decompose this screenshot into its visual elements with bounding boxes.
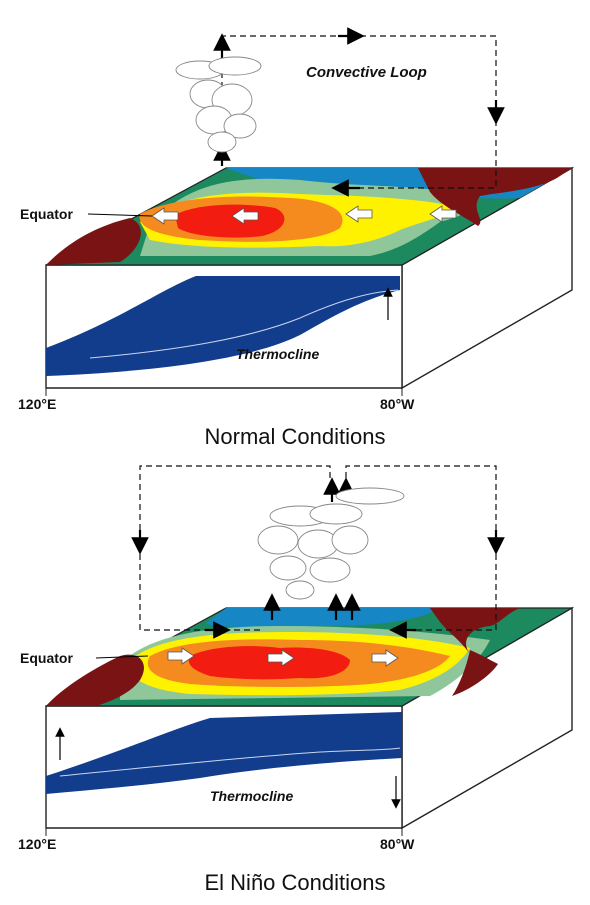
- trade-wind-arrow: [231, 207, 259, 225]
- thermocline-line: [89, 289, 399, 359]
- split-circulation: [139, 465, 497, 631]
- thermocline-label: Thermocline: [210, 788, 294, 804]
- thermocline-line: [59, 747, 401, 777]
- trade-wind-arrow: [429, 205, 457, 223]
- westerly-arrows: [167, 647, 399, 667]
- east-longitude-label: 80°W: [380, 396, 415, 412]
- warm-core: [188, 646, 350, 680]
- normal-conditions-diagram: [45, 27, 575, 396]
- land-west: [46, 218, 141, 265]
- land-east-coast: [452, 650, 498, 696]
- cold-band: [205, 608, 440, 628]
- trade-wind-arrow: [151, 207, 179, 225]
- equator-label: Equator: [20, 650, 73, 666]
- land-east: [418, 168, 572, 226]
- east-longitude-label: 80°W: [380, 836, 415, 852]
- land-west: [46, 654, 144, 706]
- convective-cloud: [257, 487, 405, 600]
- trade-wind-arrows: [151, 205, 457, 225]
- equator-pointer: [87, 213, 153, 217]
- normal-conditions-caption: Normal Conditions: [204, 424, 386, 449]
- convective-loop-label: Convective Loop: [306, 64, 427, 81]
- trade-wind-arrow: [345, 205, 373, 223]
- deep-water-wedge: [46, 712, 402, 794]
- land-east: [430, 608, 520, 654]
- convective-cloud: [175, 56, 262, 153]
- westerly-arrow: [267, 649, 295, 667]
- west-longitude-label: 120°E: [18, 396, 57, 412]
- warm-core: [175, 204, 285, 238]
- westerly-arrow: [167, 647, 195, 665]
- equator-label: Equator: [20, 206, 73, 222]
- convective-loop: [221, 35, 497, 189]
- equator-pointer: [95, 655, 149, 659]
- el-nino-conditions-diagram: [45, 465, 575, 836]
- deep-water-wedge: [46, 276, 400, 376]
- thermocline-label: Thermocline: [236, 346, 320, 362]
- west-longitude-label: 120°E: [18, 836, 57, 852]
- el-nino-conditions-caption: El Niño Conditions: [204, 870, 386, 895]
- westerly-arrow: [371, 649, 399, 667]
